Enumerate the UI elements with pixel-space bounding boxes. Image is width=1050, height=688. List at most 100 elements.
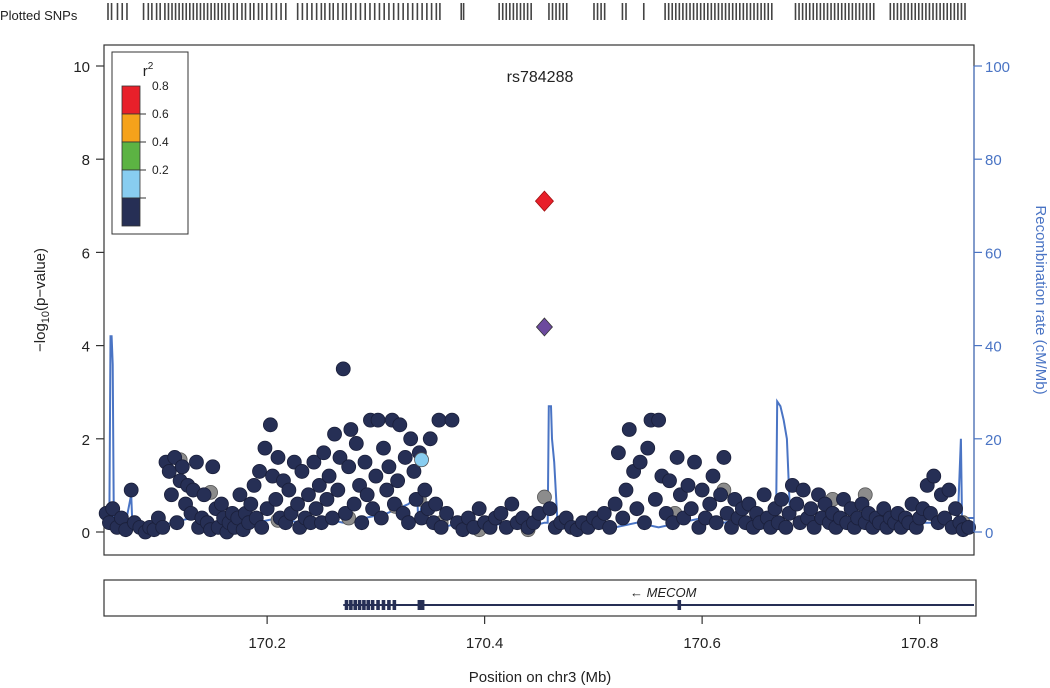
snp-point xyxy=(306,454,322,470)
legend-label: 0.8 xyxy=(152,79,169,93)
snp-point xyxy=(359,487,375,503)
legend-swatch xyxy=(121,85,141,115)
snp-point xyxy=(290,496,305,512)
chart-title: rs784288 xyxy=(507,69,574,86)
snp-point xyxy=(252,464,267,479)
snp-point xyxy=(713,487,729,503)
snp-point xyxy=(647,491,663,507)
snp-point xyxy=(948,501,963,517)
snp-point xyxy=(376,440,391,456)
snp-point xyxy=(311,477,327,493)
snp-point xyxy=(254,519,270,535)
snp-point xyxy=(542,501,558,517)
snp-point xyxy=(651,412,667,428)
snp-point xyxy=(431,412,447,428)
snp-point xyxy=(961,519,976,535)
snp-point xyxy=(246,477,262,493)
snp-point xyxy=(232,487,248,503)
snp-point xyxy=(319,491,335,507)
snp-point xyxy=(196,487,212,503)
snp-point xyxy=(694,482,710,498)
snp-point xyxy=(602,519,618,535)
snp-point xyxy=(123,482,139,498)
y-right-tick-label: 100 xyxy=(985,59,1010,76)
snp-point xyxy=(105,501,121,517)
gene-exon xyxy=(381,600,386,610)
snp-point xyxy=(381,459,397,475)
plotted-snps-label: Plotted SNPs xyxy=(0,8,78,23)
x-axis: 170.2 170.4 170.6 170.8 xyxy=(248,616,938,652)
snp-point xyxy=(926,468,942,484)
y-left-tick-label: 6 xyxy=(82,245,90,262)
snp-point xyxy=(259,501,275,517)
plotted-snps-rug xyxy=(107,3,966,20)
snp-point xyxy=(379,482,395,498)
snp-point xyxy=(618,482,634,498)
snp-point xyxy=(205,459,221,475)
snp-point xyxy=(687,454,702,470)
snp-point xyxy=(386,496,402,512)
snp-point xyxy=(390,473,406,489)
y-right-tick-label: 80 xyxy=(985,152,1002,169)
snp-point xyxy=(607,496,623,512)
snp-point xyxy=(795,482,811,498)
snp-point xyxy=(270,450,286,465)
gene-exon xyxy=(362,600,366,610)
snp-point xyxy=(343,422,359,437)
r2-legend: r2 0.8 0.6 0.4 0.2 xyxy=(111,51,189,235)
snp-point xyxy=(348,436,364,451)
snp-point xyxy=(493,505,509,521)
snp-point xyxy=(321,468,337,484)
snp-point xyxy=(357,454,373,470)
snp-point xyxy=(330,482,346,498)
snp-point xyxy=(346,496,362,512)
snp-point xyxy=(332,450,348,465)
y-axis-left: 0 2 4 6 8 10 xyxy=(73,59,104,542)
snp-point xyxy=(406,464,422,479)
snp-point xyxy=(301,487,316,503)
y-left-tick-label: 2 xyxy=(82,432,90,449)
y-left-tick-label: 0 xyxy=(82,525,90,542)
snp-point xyxy=(610,445,626,461)
snp-point xyxy=(422,431,438,447)
snp-point xyxy=(327,426,342,442)
gene-track-frame xyxy=(103,579,977,617)
legend-swatch xyxy=(121,169,141,199)
legend-bins: 0.8 0.6 0.4 0.2 xyxy=(121,79,169,227)
y-right-tick-label: 20 xyxy=(985,432,1002,449)
snp-point xyxy=(281,482,297,498)
gene-exon xyxy=(370,600,375,610)
index-snp-diamond xyxy=(534,190,554,212)
snp-point xyxy=(444,412,460,428)
snp-point xyxy=(335,361,351,377)
gene-exon xyxy=(366,600,371,610)
snp-point xyxy=(778,519,794,535)
snp-point xyxy=(161,464,177,479)
snp-point xyxy=(397,450,413,465)
snp-point xyxy=(471,501,487,517)
snp-point xyxy=(268,491,284,507)
snp-point xyxy=(417,482,433,498)
gene-mecom: ← MECOM xyxy=(343,585,974,610)
gene-exon xyxy=(420,600,425,610)
y-right-tick-label: 0 xyxy=(985,525,993,542)
y-left-tick-label: 4 xyxy=(82,339,90,356)
snp-point xyxy=(680,477,696,493)
y-axis-right: 0 20 40 60 80 100 xyxy=(973,59,1010,542)
snp-point xyxy=(214,496,229,512)
legend-label: 0.4 xyxy=(152,135,169,149)
snp-point xyxy=(354,515,370,531)
snp-point xyxy=(370,412,386,428)
gene-exon xyxy=(349,600,353,610)
gene-exon xyxy=(344,600,349,610)
snp-point xyxy=(308,501,324,517)
snp-point xyxy=(169,515,185,531)
snp-point xyxy=(716,450,732,465)
snp-point xyxy=(403,431,419,447)
snp-point xyxy=(341,459,357,475)
gene-label: ← MECOM xyxy=(630,585,697,600)
snp-point xyxy=(243,496,259,512)
snp-point xyxy=(504,496,520,512)
legend-label: 0.2 xyxy=(152,163,169,177)
snp-point xyxy=(662,473,677,489)
